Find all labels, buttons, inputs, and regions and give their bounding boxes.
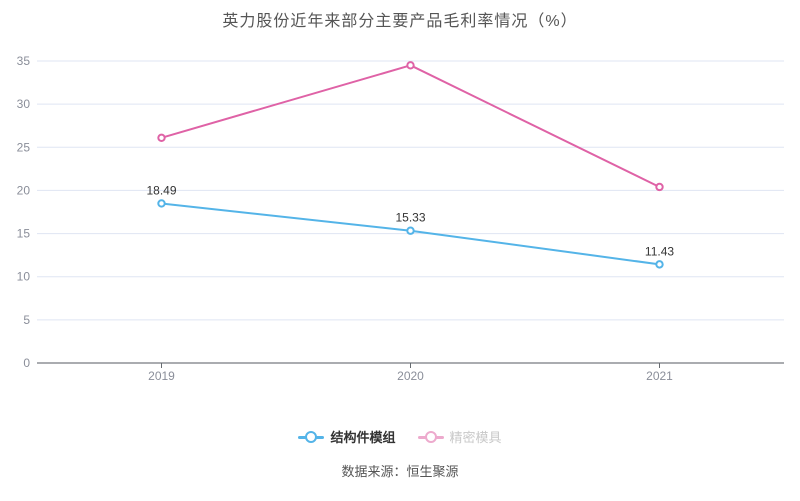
svg-text:11.43: 11.43 — [645, 244, 674, 258]
legend-ring — [424, 430, 437, 443]
data-source: 数据来源：恒生聚源 — [341, 464, 459, 479]
svg-text:18.49: 18.49 — [146, 183, 176, 197]
legend-label: 精密模具 — [449, 430, 502, 445]
svg-text:30: 30 — [17, 97, 31, 111]
svg-text:0: 0 — [23, 356, 30, 370]
plot-area: 0 5 10 15 20 25 30 35 2019 2020 2021 18.49 15.33 11.4… — [17, 54, 784, 383]
svg-text:15: 15 — [17, 227, 31, 241]
svg-text:2020: 2020 — [397, 369, 424, 383]
svg-text:10: 10 — [17, 270, 31, 284]
svg-text:25: 25 — [17, 140, 31, 154]
legend: 结构件模组 精密模具 — [0, 427, 800, 446]
chart-title: 英力股份近年来部分主要产品毛利率情况（%） — [222, 13, 578, 30]
legend-item-structural-module[interactable]: 结构件模组 — [298, 427, 396, 446]
legend-ring — [305, 430, 318, 443]
svg-text:2021: 2021 — [646, 369, 673, 383]
legend-item-precision-mould[interactable]: 精密模具 — [417, 427, 502, 446]
line-marker-icon — [298, 430, 325, 443]
legend-label: 结构件模组 — [330, 430, 396, 445]
svg-text:20: 20 — [17, 183, 31, 197]
line-marker-icon — [417, 430, 444, 443]
svg-text:2019: 2019 — [148, 369, 175, 383]
svg-text:35: 35 — [17, 54, 31, 68]
svg-text:5: 5 — [23, 313, 30, 327]
svg-text:15.33: 15.33 — [395, 211, 425, 225]
